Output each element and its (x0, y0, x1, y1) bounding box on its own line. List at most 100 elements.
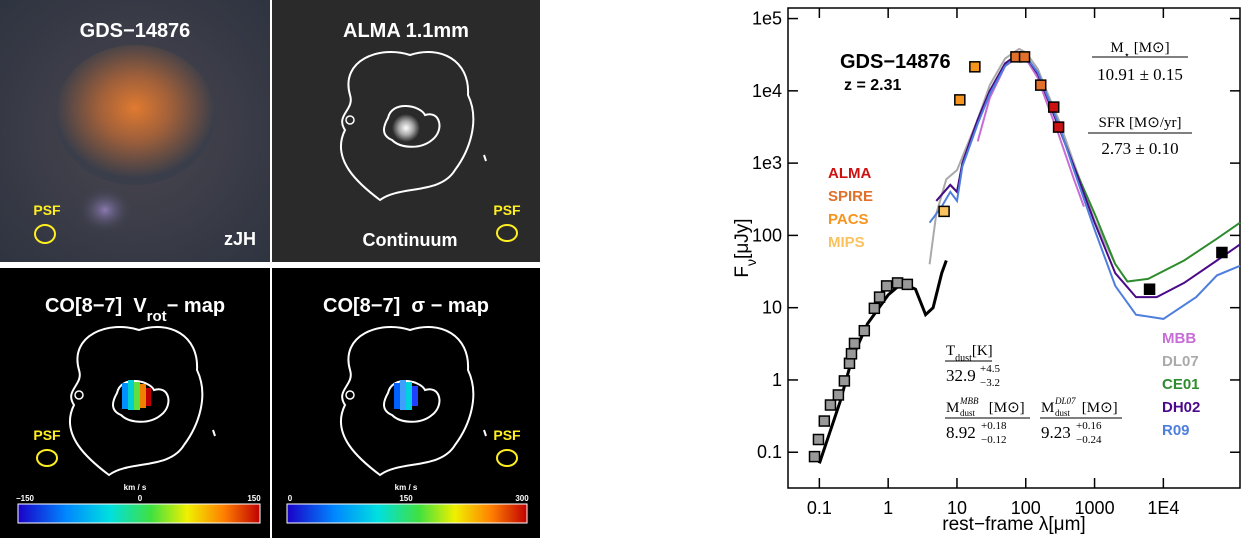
tdust-value: 32.9 (946, 366, 976, 385)
mdust-mbb-upper: +0.18 (981, 420, 1007, 432)
panel-title: GDS−14876 (80, 20, 191, 42)
psf-ellipse (34, 224, 56, 244)
data-point (868, 302, 881, 315)
y-tick-label: 1e5 (752, 9, 782, 29)
sfr-label: SFR [M⊙/yr] (1099, 115, 1182, 131)
data-point (848, 337, 861, 350)
mdust-dl07-unit: [M⊙] (1078, 400, 1118, 416)
data-point (843, 357, 856, 370)
mdust-mbb-sub: dust (960, 408, 976, 418)
data-point (858, 324, 871, 337)
y-tick-label: 1e3 (752, 153, 782, 173)
colorbar-tick: 300 (515, 494, 529, 503)
galaxy (55, 45, 215, 185)
data-point (1018, 51, 1031, 63)
colorbar-label: km / s (124, 483, 147, 492)
data-point (880, 280, 893, 292)
colorbar-tick: 150 (399, 494, 413, 503)
colorbar-label: km / s (395, 483, 418, 492)
legend-entry: MIPS (828, 234, 865, 251)
data-point (891, 277, 904, 289)
psf-ellipse (496, 224, 518, 242)
source (392, 114, 420, 142)
data-point (1047, 101, 1060, 113)
data-point (812, 433, 825, 446)
dispersion-map (394, 380, 418, 410)
data-point (808, 450, 821, 463)
panel-title: CO[8−7] σ − map (323, 295, 489, 317)
x-tick-label: 10 (947, 498, 967, 518)
data-point (1143, 283, 1156, 295)
sed-plot: rest−frame λ[μm] Fν[μJy] GDS−14876 z = 2… (732, 7, 1241, 535)
data-point (845, 348, 858, 360)
y-tick-label: 100 (752, 225, 782, 245)
x-tick-label: 1E4 (1147, 498, 1179, 518)
legend-entry: SPIRE (828, 188, 873, 205)
colorbar-tick: 0 (288, 494, 293, 503)
legend-entry: DH02 (1162, 399, 1200, 416)
model-line (935, 52, 1241, 299)
x-tick-label: 1 (883, 498, 893, 518)
mdust-dl07-sub: dust (1055, 408, 1071, 418)
legend-entry: MBB (1162, 330, 1196, 347)
y-tick-label: 0.1 (757, 442, 782, 462)
psf-ellipse (496, 449, 518, 467)
colorbar (286, 503, 528, 524)
psf-label: PSF (33, 202, 61, 218)
mdust-mbb-value: 8.92 (946, 423, 976, 442)
y-axis-label: Fν[μJy] (732, 218, 759, 277)
plot-frame (787, 7, 1241, 489)
psf-label: PSF (493, 427, 521, 443)
psf-label: PSF (493, 202, 521, 218)
caption: Continuum (363, 230, 458, 250)
data-point (1052, 121, 1065, 133)
colorbar-tick: 150 (247, 494, 261, 503)
psf-ellipse (36, 449, 58, 467)
data-point (1034, 79, 1047, 91)
data-point (824, 399, 837, 411)
tdust-label: Tdust[K] (946, 343, 993, 364)
band-label: zJH (224, 229, 256, 249)
x-tick-label: 0.1 (807, 498, 832, 518)
legend-entry: CE01 (1162, 376, 1200, 393)
x-tick-label: 1000 (1075, 498, 1115, 518)
mdust-mbb-unit: [M⊙] (985, 400, 1025, 416)
data-point (1216, 246, 1228, 259)
mdust-mbb-label: M (946, 400, 959, 416)
legend-entry: ALMA (828, 165, 871, 182)
data-point (818, 415, 831, 427)
data-point (838, 375, 851, 387)
mdust-mbb-sup: MBB (959, 396, 979, 406)
x-tick-label: 100 (1011, 498, 1041, 518)
model-line (935, 52, 1241, 283)
mdust-dl07-sup: DL07 (1054, 396, 1076, 406)
mdust-mbb-lower: −0.12 (981, 434, 1006, 446)
image-panels: GDS−14876 PSF zJH ALMA 1.1mm Continuum P… (0, 0, 540, 538)
data-point (969, 61, 981, 73)
model-line (928, 47, 1117, 265)
x-axis-label: rest−frame λ[μm] (942, 514, 1085, 535)
y-tick-label: 1e4 (752, 81, 782, 101)
sfr-value: 2.73 ± 0.10 (1101, 139, 1178, 158)
data-point (938, 205, 950, 218)
velocity-map (122, 380, 151, 410)
model-line (928, 53, 1241, 320)
legend-entry: R09 (1162, 422, 1190, 439)
data-point (901, 278, 914, 291)
mstar-label: M⋆ [M⊙] (1110, 40, 1169, 61)
y-tick-label: 1 (772, 370, 782, 390)
legend-entry: PACS (828, 211, 869, 228)
legend-entry: DL07 (1162, 353, 1199, 370)
source-name: GDS−14876 (840, 51, 951, 73)
psf-label: PSF (33, 427, 61, 443)
tdust-lower: −3.2 (980, 377, 1000, 389)
data-point (873, 291, 886, 303)
companion (77, 186, 133, 234)
tdust-upper: +4.5 (980, 363, 1000, 375)
mdust-dl07-label: M (1041, 400, 1054, 416)
panel-title: ALMA 1.1mm (343, 20, 469, 42)
mdust-dl07-upper: +0.16 (1076, 420, 1102, 432)
panel-title: CO[8−7] Vrot− map (45, 295, 225, 325)
y-tick-label: 10 (762, 298, 782, 318)
